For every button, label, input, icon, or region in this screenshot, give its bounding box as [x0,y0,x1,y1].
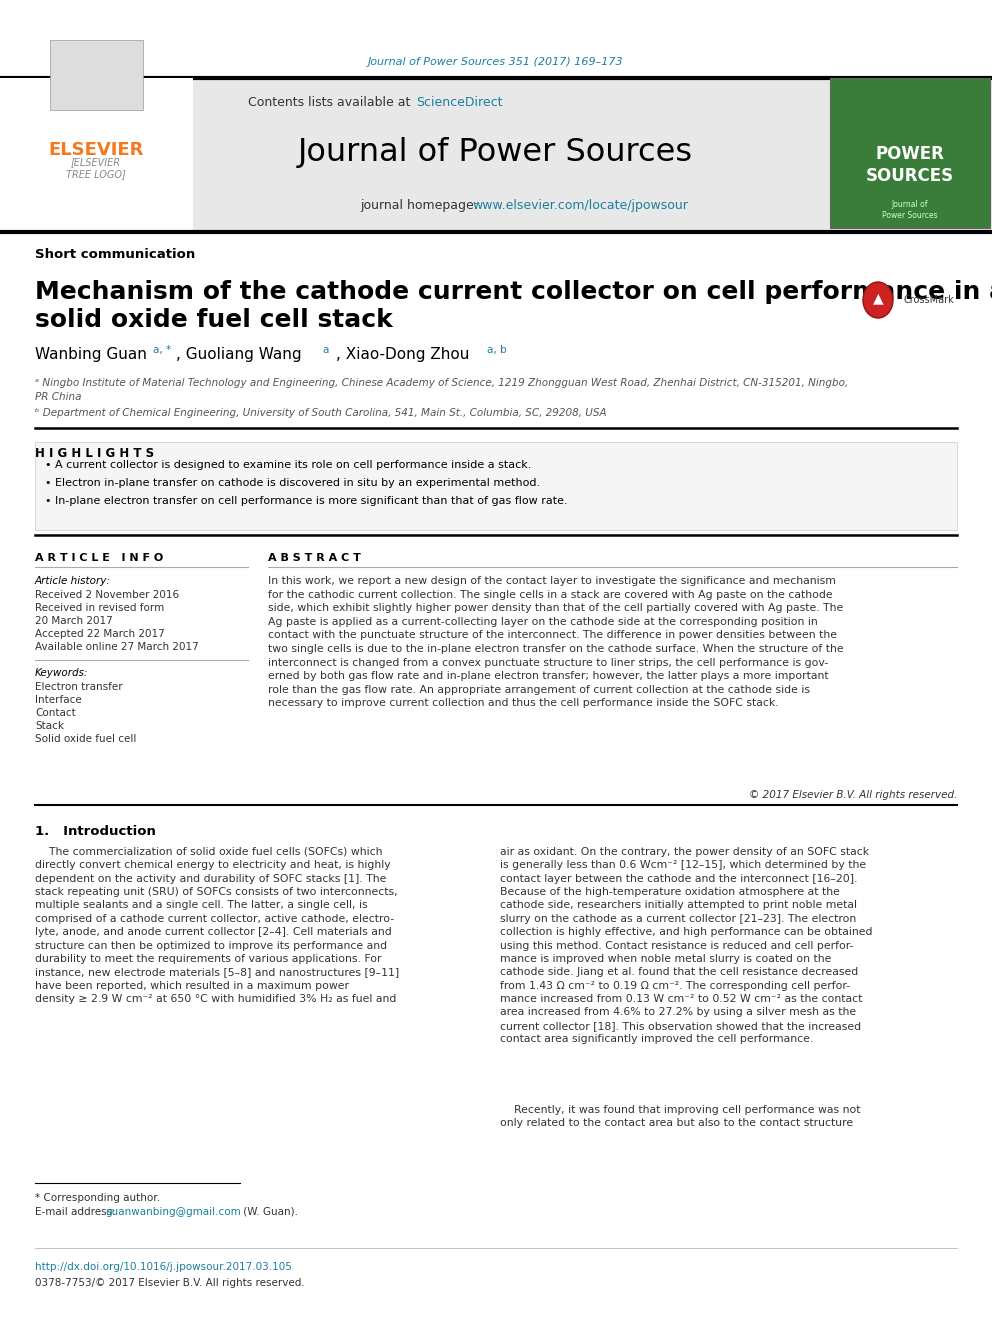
Text: CrossMark: CrossMark [904,295,954,306]
Text: H I G H L I G H T S: H I G H L I G H T S [35,447,154,460]
Text: Solid oxide fuel cell: Solid oxide fuel cell [35,734,136,744]
Text: POWER
SOURCES: POWER SOURCES [866,146,954,185]
Text: Journal of
Power Sources: Journal of Power Sources [882,200,937,220]
Text: , Guoliang Wang: , Guoliang Wang [176,348,302,363]
Text: A B S T R A C T: A B S T R A C T [268,553,361,564]
Text: * Corresponding author.: * Corresponding author. [35,1193,160,1203]
Text: ▲: ▲ [873,291,883,306]
Text: © 2017 Elsevier B.V. All rights reserved.: © 2017 Elsevier B.V. All rights reserved… [749,790,957,800]
Text: , Xiao-Dong Zhou: , Xiao-Dong Zhou [336,348,469,363]
Text: Short communication: Short communication [35,249,195,262]
Text: ᵇ Department of Chemical Engineering, University of South Carolina, 541, Main St: ᵇ Department of Chemical Engineering, Un… [35,407,607,418]
Text: E-mail address:: E-mail address: [35,1207,119,1217]
Text: • A current collector is designed to examine its role on cell performance inside: • A current collector is designed to exa… [45,460,532,470]
Text: [ELSEVIER
TREE LOGO]: [ELSEVIER TREE LOGO] [66,157,126,179]
Text: Keywords:: Keywords: [35,668,88,677]
Text: PR China: PR China [35,392,81,402]
Text: In this work, we report a new design of the contact layer to investigate the sig: In this work, we report a new design of … [268,576,843,708]
Text: Wanbing Guan: Wanbing Guan [35,348,147,363]
Text: • In-plane electron transfer on cell performance is more significant than that o: • In-plane electron transfer on cell per… [45,496,567,505]
Text: • Electron in-plane transfer on cathode is discovered in situ by an experimental: • Electron in-plane transfer on cathode … [45,478,540,488]
Bar [35,442,957,531]
Text: a: a [322,345,328,355]
Text: 1.   Introduction: 1. Introduction [35,826,156,837]
Text: guanwanbing@gmail.com: guanwanbing@gmail.com [105,1207,241,1217]
Text: Contact: Contact [35,708,75,718]
Text: ScienceDirect: ScienceDirect [416,95,503,108]
Text: a, b: a, b [487,345,507,355]
Text: Interface: Interface [35,695,81,705]
Text: A R T I C L E   I N F O: A R T I C L E I N F O [35,553,164,564]
Text: Received in revised form: Received in revised form [35,603,165,613]
Text: Received 2 November 2016: Received 2 November 2016 [35,590,180,601]
Bar [0,78,992,230]
Text: Article history:: Article history: [35,576,111,586]
Bar [830,78,990,228]
Text: Contents lists available at: Contents lists available at [248,95,414,108]
Bar [50,40,143,110]
Text: Available online 27 March 2017: Available online 27 March 2017 [35,642,198,652]
Text: Electron transfer: Electron transfer [35,681,123,692]
Text: ELSEVIER: ELSEVIER [49,142,144,159]
Text: Stack: Stack [35,721,64,732]
Text: journal homepage:: journal homepage: [360,198,482,212]
Ellipse shape [863,282,893,318]
Text: www.elsevier.com/locate/jpowsour: www.elsevier.com/locate/jpowsour [472,198,687,212]
Text: Journal of Power Sources 351 (2017) 169–173: Journal of Power Sources 351 (2017) 169–… [368,57,624,67]
Text: Journal of Power Sources: Journal of Power Sources [298,136,692,168]
Bar [0,78,193,230]
Text: Accepted 22 March 2017: Accepted 22 March 2017 [35,628,165,639]
Text: Recently, it was found that improving cell performance was not
only related to t: Recently, it was found that improving ce… [500,1105,860,1129]
Text: solid oxide fuel cell stack: solid oxide fuel cell stack [35,308,393,332]
Text: air as oxidant. On the contrary, the power density of an SOFC stack
is generally: air as oxidant. On the contrary, the pow… [500,847,873,1044]
Text: http://dx.doi.org/10.1016/j.jpowsour.2017.03.105: http://dx.doi.org/10.1016/j.jpowsour.201… [35,1262,292,1271]
Text: a, *: a, * [153,345,172,355]
Text: 20 March 2017: 20 March 2017 [35,617,113,626]
Text: The commercialization of solid oxide fuel cells (SOFCs) which
directly convert c: The commercialization of solid oxide fue… [35,847,399,1004]
Text: (W. Guan).: (W. Guan). [240,1207,298,1217]
Text: ᵃ Ningbo Institute of Material Technology and Engineering, Chinese Academy of Sc: ᵃ Ningbo Institute of Material Technolog… [35,378,848,388]
Text: 0378-7753/© 2017 Elsevier B.V. All rights reserved.: 0378-7753/© 2017 Elsevier B.V. All right… [35,1278,305,1289]
Text: Mechanism of the cathode current collector on cell performance in a: Mechanism of the cathode current collect… [35,280,992,304]
